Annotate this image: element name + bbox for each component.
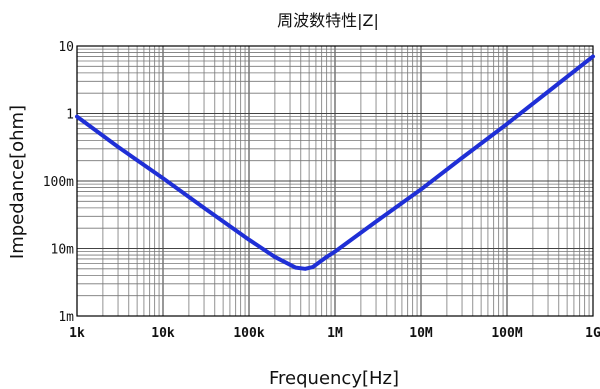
x-tick-label: 1G bbox=[585, 326, 600, 341]
x-tick-label: 100M bbox=[491, 326, 522, 341]
chart-title: 周波数特性|Z| bbox=[277, 11, 379, 30]
x-tick-label: 100k bbox=[233, 326, 264, 341]
y-tick-label: 10m bbox=[51, 243, 75, 258]
y-tick-label: 1 bbox=[66, 108, 74, 123]
y-axis-label: Impedance[ohm] bbox=[7, 105, 28, 259]
y-tick-label: 1m bbox=[58, 310, 74, 325]
x-axis-label: Frequency[Hz] bbox=[269, 368, 399, 389]
x-axis-ticks: 1k 10k 100k 1M 10M 100M 1G bbox=[69, 326, 600, 341]
x-tick-label: 1M bbox=[327, 326, 343, 341]
x-tick-label: 10k bbox=[151, 326, 175, 341]
impedance-series-line bbox=[75, 54, 595, 271]
plot-frame bbox=[76, 45, 594, 317]
y-tick-label: 10 bbox=[58, 40, 74, 55]
y-axis-ticks: 10 1 100m 10m 1m bbox=[43, 40, 74, 325]
x-tick-label: 10M bbox=[409, 326, 433, 341]
y-tick-label: 100m bbox=[43, 175, 74, 190]
grid bbox=[76, 46, 593, 317]
x-tick-label: 1k bbox=[69, 326, 85, 341]
